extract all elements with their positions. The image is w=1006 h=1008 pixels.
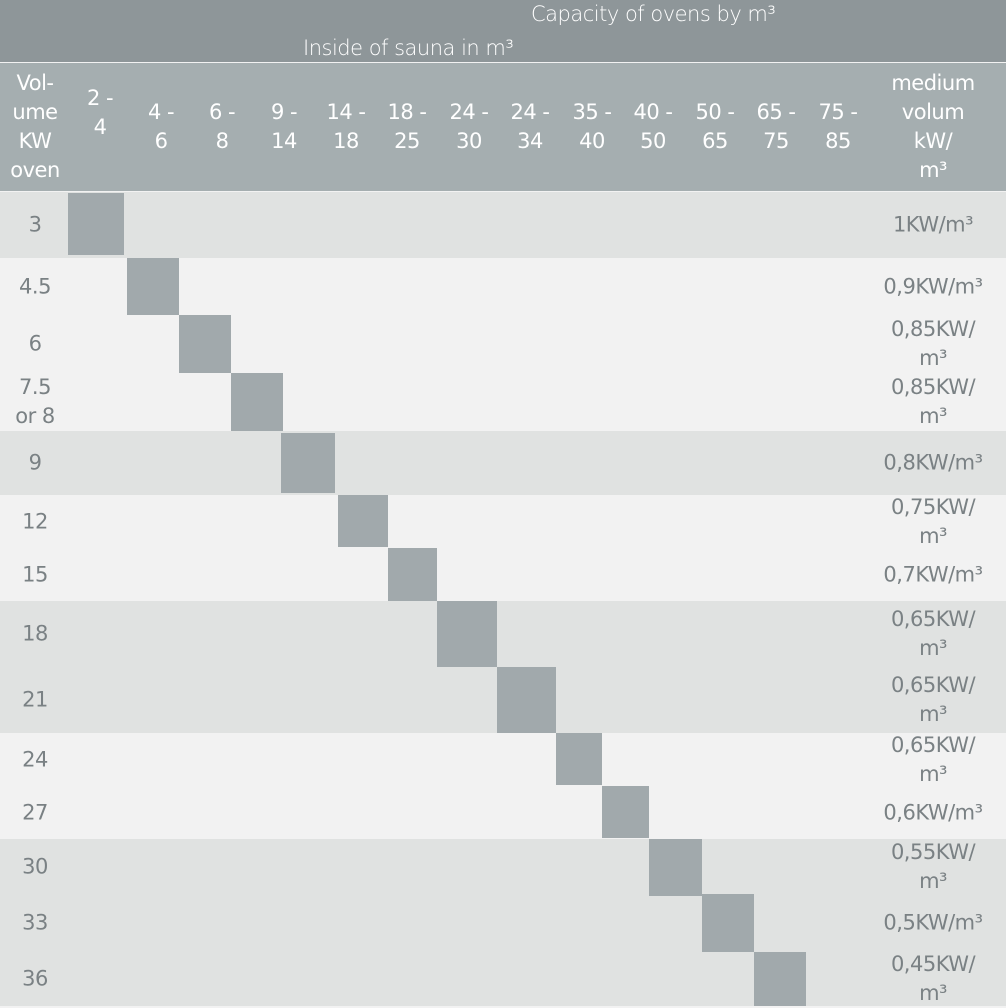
header-range: 35 - 40: [572, 100, 612, 153]
header-range: 6 - 8: [208, 100, 236, 153]
oven-kw: 33: [22, 910, 48, 935]
capacity-marker: [338, 495, 388, 547]
header-range: 40 - 50: [633, 100, 673, 153]
capacity-marker: [702, 894, 754, 952]
oven-kw: 27: [22, 800, 48, 824]
medium-volume: 0,55KW/ m³: [890, 839, 976, 893]
header-medium-volume: medium volum kW/ m³: [891, 71, 975, 182]
medium-volume: 1KW/m³: [892, 212, 974, 237]
header-range: 9 - 14: [270, 100, 298, 153]
capacity-marker: [281, 433, 335, 493]
capacity-marker: [68, 193, 124, 255]
oven-kw: 4.5: [19, 274, 51, 298]
medium-volume: 0,45KW/ m³: [890, 952, 976, 1005]
table-row: 15 0,7KW/m³: [0, 548, 1006, 601]
oven-kw: 18: [22, 621, 48, 646]
capacity-marker: [388, 548, 437, 601]
header-kw-oven: Vol- ume KW oven: [10, 71, 60, 182]
oven-kw: 12: [22, 509, 48, 533]
table-row: 9 0,8KW/m³: [0, 431, 1006, 495]
header-range: 2 - 4: [86, 86, 114, 139]
title-bar: Capacity of ovens by m³ Inside of sauna …: [0, 0, 1006, 62]
header-range: 50 - 65: [695, 100, 735, 153]
table-row: 6 0,85KW/ m³: [0, 315, 1006, 373]
table-row: 36 0,45KW/ m³: [0, 952, 1006, 1006]
medium-volume: 0,5KW/m³: [883, 910, 983, 935]
table-row: 33 0,5KW/m³: [0, 894, 1006, 952]
capacity-marker: [497, 667, 556, 733]
medium-volume: 0,85KW/ m³: [890, 317, 976, 370]
capacity-marker: [649, 839, 702, 896]
capacity-marker: [754, 952, 806, 1006]
medium-volume: 0,65KW/ m³: [890, 673, 976, 726]
table-row: 12 0,75KW/ m³: [0, 495, 1006, 548]
header-range: 18 - 25: [387, 100, 427, 153]
header-range: 75 - 85: [818, 100, 858, 153]
oven-kw: 7.5 or 8: [15, 375, 55, 428]
table-row: 24 0,65KW/ m³: [0, 733, 1006, 786]
oven-kw: 30: [22, 854, 48, 878]
medium-volume: 0,6KW/m³: [883, 800, 983, 824]
header-range: 4 - 6: [147, 100, 175, 153]
capacity-marker: [127, 258, 179, 315]
table-row: 3 1KW/m³: [0, 192, 1006, 258]
capacity-marker: [179, 315, 231, 373]
header-range: 24 - 30: [449, 100, 489, 153]
oven-kw: 9: [28, 450, 42, 475]
header-range: 65 - 75: [756, 100, 796, 153]
table-row: 7.5 or 8 0,85KW/ m³: [0, 373, 1006, 431]
table-row: 27 0,6KW/m³: [0, 786, 1006, 839]
header-range: 24 - 34: [510, 100, 550, 153]
capacity-marker: [556, 733, 602, 785]
capacity-marker: [231, 373, 283, 431]
medium-volume: 0,65KW/ m³: [890, 607, 976, 660]
header-range: 14 - 18: [326, 100, 366, 153]
medium-volume: 0,7KW/m³: [883, 562, 983, 586]
medium-volume: 0,65KW/ m³: [890, 732, 976, 786]
oven-kw: 36: [22, 966, 48, 991]
capacity-marker: [602, 786, 649, 838]
oven-kw: 15: [22, 562, 48, 586]
medium-volume: 0,75KW/ m³: [890, 494, 976, 548]
oven-kw: 21: [22, 687, 48, 712]
column-header-row: Vol- ume KW oven medium volum kW/ m³ 2 -…: [0, 63, 1006, 191]
oven-kw: 24: [22, 747, 48, 771]
oven-kw: 6: [28, 331, 42, 356]
medium-volume: 0,8KW/m³: [883, 450, 983, 475]
capacity-marker: [437, 601, 497, 667]
table-subtitle: Inside of sauna in m³: [303, 36, 514, 60]
medium-volume: 0,9KW/m³: [883, 274, 983, 298]
oven-kw: 3: [28, 212, 42, 237]
table-row: 18 0,65KW/ m³: [0, 601, 1006, 667]
table-title: Capacity of ovens by m³: [531, 2, 776, 26]
table-row: 30 0,55KW/ m³: [0, 839, 1006, 894]
medium-volume: 0,85KW/ m³: [890, 375, 976, 428]
